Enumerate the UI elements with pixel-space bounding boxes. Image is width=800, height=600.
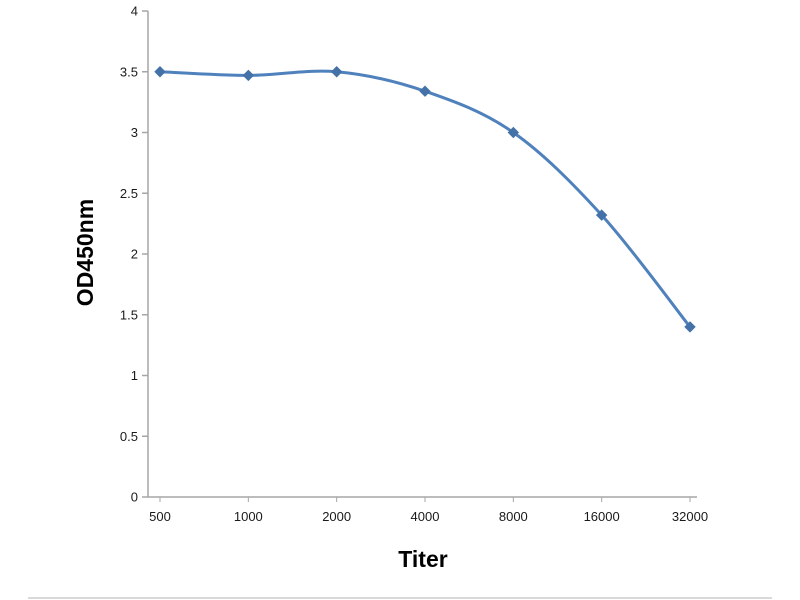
- y-tick-label: 0: [131, 490, 138, 505]
- y-tick-label: 2.5: [120, 186, 138, 201]
- x-axis-title: Titer: [398, 546, 448, 572]
- x-tick-label: 2000: [322, 509, 351, 524]
- bottom-divider: [28, 597, 772, 599]
- x-tick-label: 4000: [411, 509, 440, 524]
- x-tick-label: 500: [149, 509, 171, 524]
- y-tick-label: 3.5: [120, 64, 138, 79]
- data-point-marker: [419, 85, 431, 97]
- y-tick-label: 3: [131, 125, 138, 140]
- data-point-marker: [242, 69, 255, 82]
- x-tick-label: 1000: [234, 509, 263, 524]
- data-point-marker: [595, 209, 608, 221]
- y-tick-label: 4: [131, 4, 138, 19]
- y-tick-label: 1: [131, 368, 138, 383]
- data-point-marker: [507, 126, 520, 139]
- data-point-marker: [330, 66, 343, 78]
- y-tick-label: 1.5: [120, 307, 138, 322]
- x-tick-label: 32000: [672, 509, 708, 524]
- data-point-marker: [684, 321, 696, 333]
- data-point-marker: [154, 66, 166, 78]
- y-tick-label: 2: [131, 247, 138, 262]
- y-tick-label: 0.5: [120, 429, 138, 444]
- x-tick-label: 8000: [499, 509, 528, 524]
- x-tick-label: 16000: [584, 509, 620, 524]
- series-line: [158, 69, 692, 329]
